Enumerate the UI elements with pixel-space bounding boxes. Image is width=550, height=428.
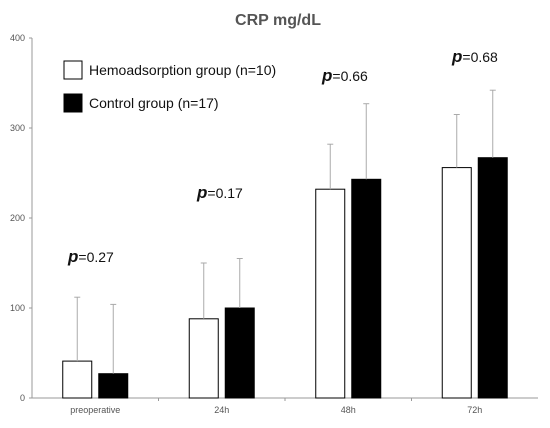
bar-control bbox=[224, 307, 255, 399]
p-value-annotation: p=0.68 bbox=[451, 47, 498, 66]
legend-swatch bbox=[63, 93, 83, 113]
error-bars bbox=[74, 89, 496, 374]
p-value-text: =0.66 bbox=[332, 68, 368, 84]
bar-control bbox=[98, 373, 129, 399]
bar-hemoadsorption bbox=[62, 360, 93, 399]
y-tick-label: 0 bbox=[20, 393, 25, 403]
y-tick-label: 100 bbox=[10, 303, 25, 313]
x-tick-label: 24h bbox=[214, 405, 229, 415]
bar-hemoadsorption bbox=[188, 318, 219, 399]
x-tick-label: 48h bbox=[341, 405, 356, 415]
y-tick-label: 200 bbox=[10, 213, 25, 223]
x-tick-labels: preoperative 24h 48h 72h bbox=[70, 405, 482, 415]
bar-control bbox=[351, 178, 382, 399]
x-tick-label: 72h bbox=[467, 405, 482, 415]
p-value-text: =0.27 bbox=[78, 249, 114, 265]
legend-entry: Control group (n=17) bbox=[89, 95, 219, 111]
legend-entry: Hemoadsorption group (n=10) bbox=[89, 62, 276, 78]
p-value-annotation: p=0.66 bbox=[321, 66, 368, 85]
bar-hemoadsorption bbox=[441, 167, 472, 399]
p-letter: p bbox=[67, 247, 78, 266]
p-value-annotations: p=0.27p=0.17p=0.66p=0.68 bbox=[67, 47, 498, 266]
legend: Hemoadsorption group (n=10) Control group… bbox=[63, 60, 276, 113]
y-tick-label: 300 bbox=[10, 123, 25, 133]
p-letter: p bbox=[451, 47, 462, 66]
bar-control bbox=[477, 157, 508, 399]
p-value-annotation: p=0.17 bbox=[196, 183, 243, 202]
x-tick-label: preoperative bbox=[70, 405, 120, 415]
y-tick-label: 400 bbox=[10, 33, 25, 43]
chart-title: CRP mg/dL bbox=[235, 12, 321, 29]
p-letter: p bbox=[321, 66, 332, 85]
p-value-annotation: p=0.27 bbox=[67, 247, 114, 266]
p-value-text: =0.68 bbox=[462, 49, 498, 65]
bar-hemoadsorption bbox=[315, 188, 346, 399]
legend-swatch bbox=[63, 60, 83, 80]
p-value-text: =0.17 bbox=[207, 185, 243, 201]
p-letter: p bbox=[196, 183, 207, 202]
bars bbox=[62, 157, 508, 399]
